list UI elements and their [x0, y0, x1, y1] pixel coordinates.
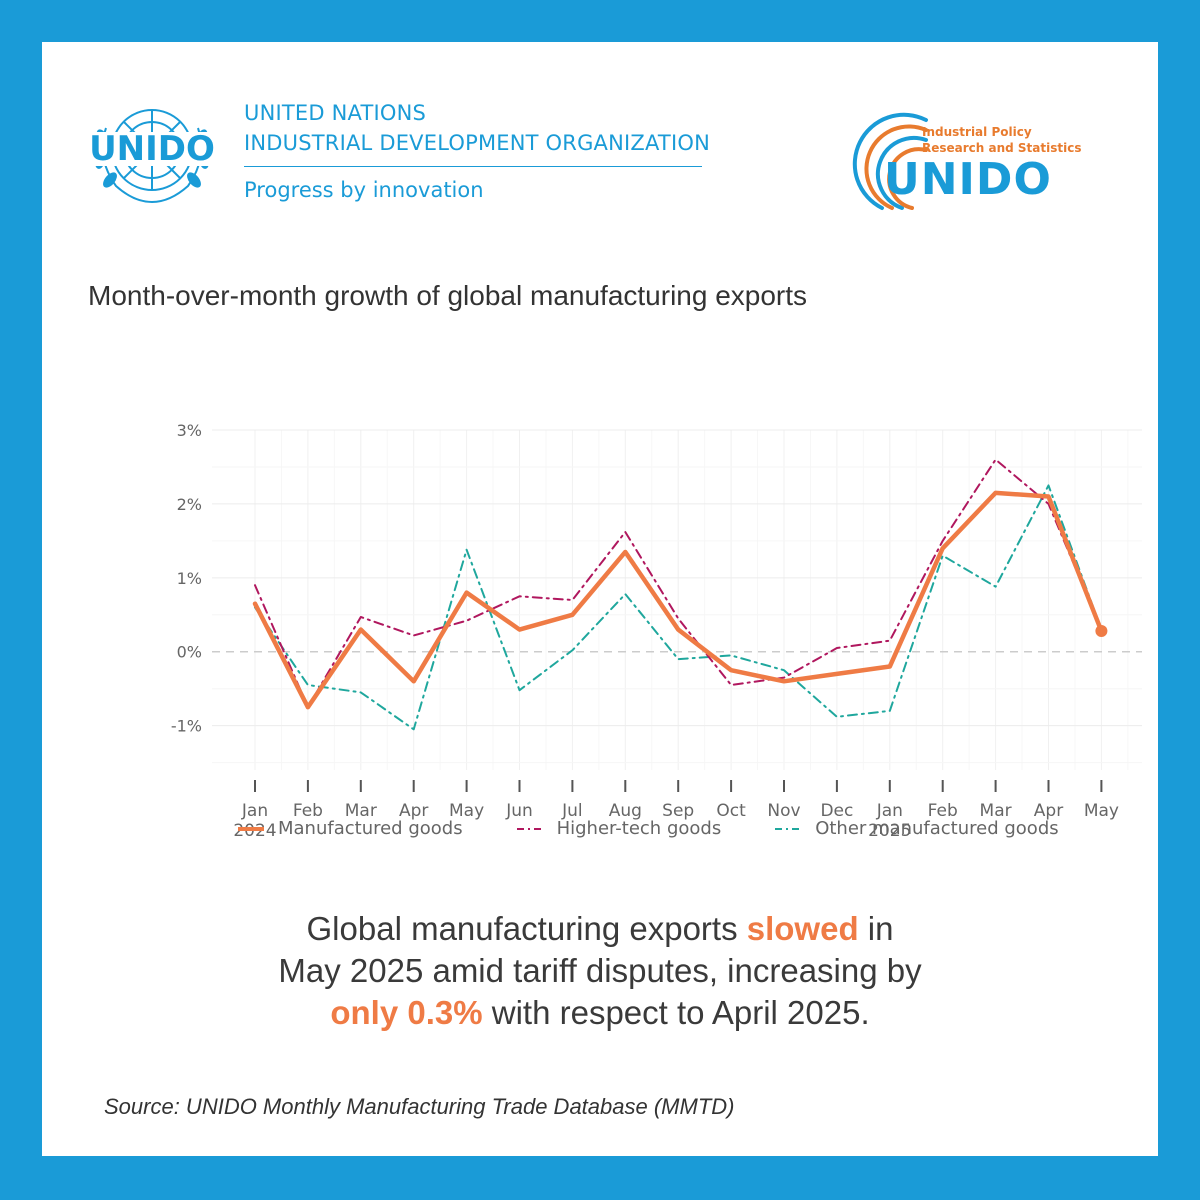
x-tick-label: Feb: [928, 801, 958, 821]
x-tick-label: Oct: [716, 801, 746, 821]
x-tick-label: Mar: [345, 801, 377, 821]
legend-item-manufactured: Manufactured goods: [238, 818, 463, 839]
ips-line-1: Industrial Policy: [922, 125, 1032, 139]
ips-arcs-icon: [852, 112, 928, 210]
organization-name: UNITED NATIONS INDUSTRIAL DEVELOPMENT OR…: [244, 98, 710, 204]
headline-line-2: May 2025 amid tariff disputes, increasin…: [278, 952, 922, 989]
chart-title: Month-over-month growth of global manufa…: [88, 280, 808, 311]
un-emblem-logo: UNIDO: [89, 109, 215, 203]
highlight-slowed: slowed: [746, 910, 859, 947]
org-line-2: INDUSTRIAL DEVELOPMENT ORGANIZATION: [244, 131, 710, 155]
legend-swatch-other: [775, 827, 802, 830]
un-logo-wordmark: UNIDO: [89, 129, 215, 169]
headline: Global manufacturing exports slowed in M…: [42, 908, 1158, 1034]
legend-swatch-manufactured: [238, 826, 264, 831]
chart-legend: Manufactured goods Higher-tech goods Oth…: [238, 818, 1113, 839]
x-tick-label: Aug: [609, 801, 642, 821]
y-tick-label: 0%: [177, 643, 202, 662]
y-tick-label: 1%: [177, 569, 202, 588]
x-tick-label: May: [449, 801, 484, 821]
series-line-higher-tech: [254, 458, 1103, 709]
x-year-label: 2025: [868, 821, 911, 841]
y-tick-label: -1%: [171, 717, 202, 736]
x-tick-label: Nov: [767, 801, 800, 821]
headline-line-1: Global manufacturing exports slowed in: [42, 908, 1158, 950]
series-endpoint-manufactured: [1095, 625, 1108, 638]
headline-line-3: only 0.3% with respect to April 2025.: [42, 992, 1158, 1034]
x-tick-label: Feb: [293, 801, 323, 821]
x-tick-label: Jan: [241, 801, 268, 821]
legend-label-manufactured: Manufactured goods: [278, 818, 463, 839]
ips-line-2: Research and Statistics: [922, 141, 1082, 155]
legend-label-higher-tech: Higher-tech goods: [556, 818, 722, 839]
source-note: Source: UNIDO Monthly Manufacturing Trad…: [104, 1094, 735, 1119]
x-tick-label: Dec: [820, 801, 853, 821]
org-line-1: UNITED NATIONS: [244, 101, 427, 125]
series-line-manufactured: [252, 490, 1104, 710]
headline-part-4: with respect to April 2025.: [482, 994, 870, 1031]
legend-item-other: Other manufactured goods: [775, 818, 1059, 839]
x-tick-label: Mar: [980, 801, 1012, 821]
x-tick-label: Apr: [1034, 801, 1063, 821]
infographic-card: UNIDO UNITED NATIONS INDUSTRIAL DEVELOPM…: [42, 42, 1158, 1156]
x-tick-label: Jan: [876, 801, 903, 821]
org-divider: [244, 166, 702, 167]
legend-swatch-higher-tech: [516, 827, 543, 830]
ips-unido-wordmark: UNIDO: [884, 154, 1052, 205]
x-tick-label: Sep: [662, 801, 694, 821]
x-tick-label: May: [1084, 801, 1119, 821]
legend-item-higher-tech: Higher-tech goods: [516, 818, 722, 839]
x-tick-label: Jun: [505, 801, 533, 821]
headline-part-2: in: [858, 910, 894, 947]
x-tick-label: Apr: [399, 801, 428, 821]
y-tick-label: 3%: [177, 421, 202, 440]
highlight-growth: only 0.3%: [330, 994, 483, 1031]
x-year-label: 2024: [233, 821, 276, 841]
series-line-other: [254, 484, 1103, 731]
x-tick-label: Jul: [561, 801, 583, 821]
legend-label-other: Other manufactured goods: [815, 818, 1059, 839]
ips-label: Industrial Policy Research and Statistic…: [922, 124, 1082, 156]
y-tick-label: 2%: [177, 495, 202, 514]
headline-part-1: Global manufacturing exports: [306, 910, 747, 947]
tagline: Progress by innovation: [244, 178, 484, 202]
